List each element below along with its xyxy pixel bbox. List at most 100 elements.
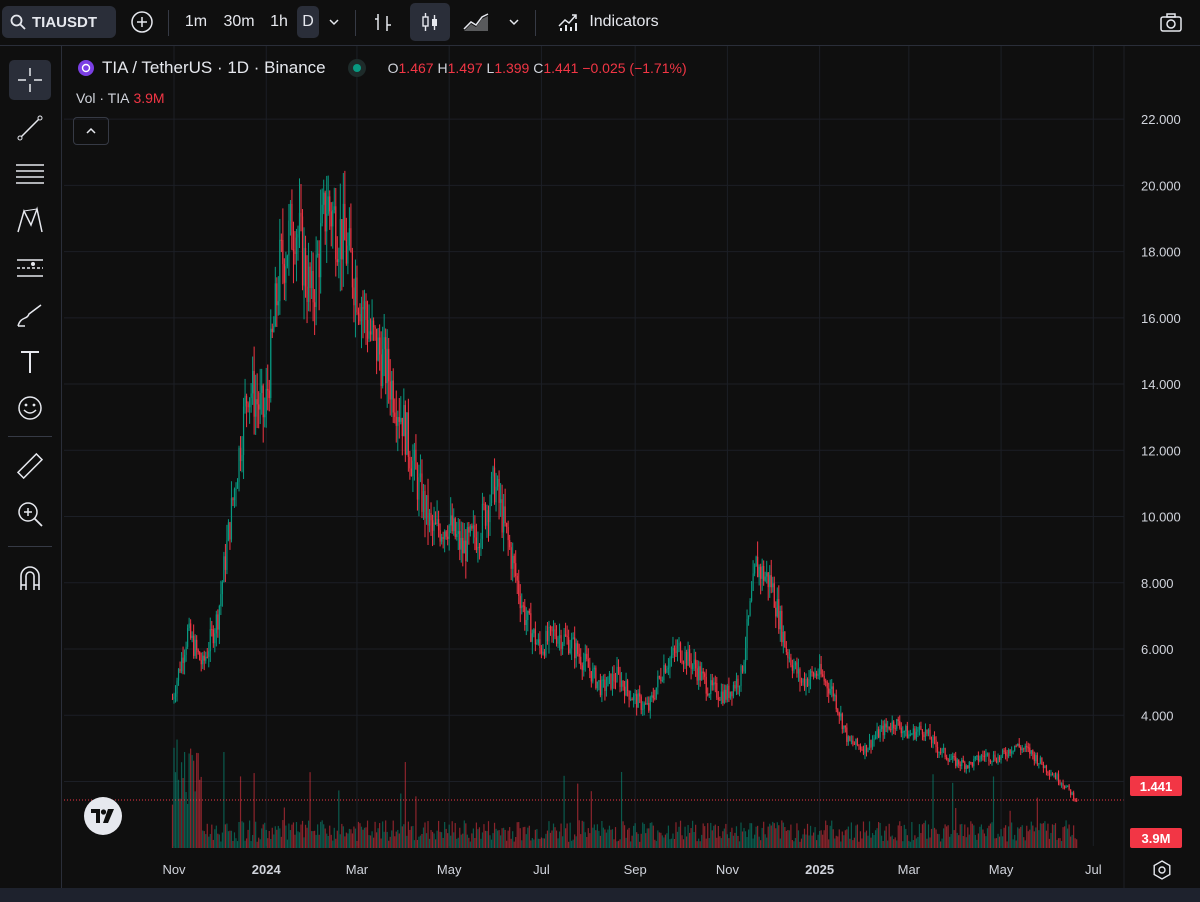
candle-body — [592, 669, 594, 682]
candle-body — [879, 729, 881, 738]
text-tool[interactable] — [9, 342, 51, 382]
volume-bar — [212, 839, 214, 848]
interval-d[interactable]: D — [297, 6, 319, 38]
candle-body — [173, 696, 175, 699]
ruler-icon — [16, 452, 44, 480]
candle-body — [953, 755, 955, 757]
interval-dropdown[interactable] — [322, 6, 346, 38]
volume-bar — [705, 838, 707, 848]
trendline-tool[interactable] — [9, 108, 51, 148]
candle-body — [1015, 745, 1017, 747]
volume-bar — [314, 830, 316, 848]
volume-bar — [752, 838, 754, 848]
snapshot-button[interactable] — [1152, 6, 1190, 38]
add-symbol-button[interactable] — [124, 6, 160, 38]
interval-1m[interactable]: 1m — [184, 13, 208, 30]
volume-bar — [607, 829, 609, 848]
candle-body — [939, 752, 942, 754]
volume-bar — [220, 841, 222, 848]
candle-body — [912, 728, 914, 735]
candle-body — [448, 525, 450, 539]
volume-bar — [501, 828, 503, 848]
price-chart[interactable]: 22.000 20.000 18.000 16.000 14.000 12.000 10.0… — [64, 46, 1200, 888]
volume-bar — [773, 823, 775, 848]
candle-body — [598, 680, 600, 682]
candle-body — [478, 546, 481, 548]
legend-title[interactable]: TIA / TetherUS · 1D · Binance — [102, 58, 326, 77]
candle-body — [578, 653, 580, 657]
candle-body — [513, 555, 515, 564]
area-chart-button[interactable] — [456, 6, 496, 38]
volume-bar — [478, 827, 481, 848]
volume-bar — [324, 828, 326, 848]
volume-bar — [348, 828, 350, 848]
candle-body — [613, 674, 615, 682]
forecast-tool[interactable] — [9, 248, 51, 288]
crosshair-tool[interactable] — [9, 60, 51, 100]
candle-body — [599, 680, 601, 696]
volume-bar — [669, 839, 671, 848]
candle-body — [397, 417, 399, 426]
volume-bar — [434, 839, 437, 848]
volume-bar — [376, 832, 378, 848]
indicators-button[interactable]: Indicators — [546, 6, 670, 38]
interval-1h[interactable]: 1h — [270, 13, 288, 30]
candle-body — [253, 370, 255, 417]
bars-chart-button[interactable] — [364, 6, 402, 38]
volume-bar — [457, 837, 459, 848]
symbol-search-button[interactable]: TIAUSDT — [2, 6, 116, 38]
candle-body — [522, 605, 524, 607]
candle-body — [330, 211, 332, 227]
volume-bar — [419, 835, 422, 848]
volume-bar — [1059, 838, 1061, 848]
brush-tool[interactable] — [9, 296, 51, 336]
volume-bar — [575, 836, 577, 848]
volume-bar — [828, 839, 830, 848]
volume-bar — [634, 823, 636, 848]
volume-bar — [1009, 810, 1011, 848]
chart-settings-button[interactable] — [1150, 858, 1174, 882]
volume-bar — [262, 824, 264, 848]
interval-30m[interactable]: 30m — [223, 13, 255, 30]
candle-body — [466, 527, 468, 561]
candle-body — [664, 665, 666, 673]
volume-bar — [788, 830, 790, 848]
volume-bar — [391, 830, 393, 848]
candle-body — [719, 699, 721, 701]
candle-body — [533, 629, 535, 634]
candle-body — [503, 506, 505, 533]
emoji-tool[interactable] — [9, 388, 51, 428]
volume-bar — [679, 820, 682, 848]
candle-body — [227, 522, 230, 541]
candle-body — [1020, 747, 1022, 751]
volume-bar — [217, 833, 219, 848]
volume-bar — [985, 836, 987, 848]
candle-body — [1045, 765, 1048, 772]
candle-body — [1033, 754, 1035, 762]
volume-bar — [796, 823, 798, 848]
candle-body — [1051, 774, 1054, 776]
magnet-tool[interactable] — [9, 558, 51, 598]
candle-body — [832, 686, 834, 697]
candle-body — [229, 522, 231, 540]
candles-chart-button[interactable] — [410, 3, 450, 41]
fib-tool[interactable] — [9, 154, 51, 194]
pattern-tool[interactable] — [9, 200, 51, 240]
volume-bar — [734, 832, 736, 848]
volume-bar — [512, 831, 514, 848]
candle-body — [791, 665, 794, 671]
tradingview-logo[interactable] — [84, 797, 122, 835]
volume-bar — [754, 834, 756, 848]
chart-type-dropdown[interactable] — [502, 6, 526, 38]
candle-body — [614, 681, 617, 683]
volume-bar — [902, 841, 904, 848]
volume-bar — [840, 841, 842, 848]
volume-bar — [1033, 831, 1035, 848]
measure-tool[interactable] — [9, 446, 51, 486]
volume-bar — [214, 829, 216, 848]
collapse-legend-button[interactable] — [73, 117, 109, 145]
candle-body — [504, 506, 506, 524]
zoom-tool[interactable] — [9, 494, 51, 534]
volume-bar — [515, 837, 517, 848]
volume-bar — [203, 831, 205, 848]
